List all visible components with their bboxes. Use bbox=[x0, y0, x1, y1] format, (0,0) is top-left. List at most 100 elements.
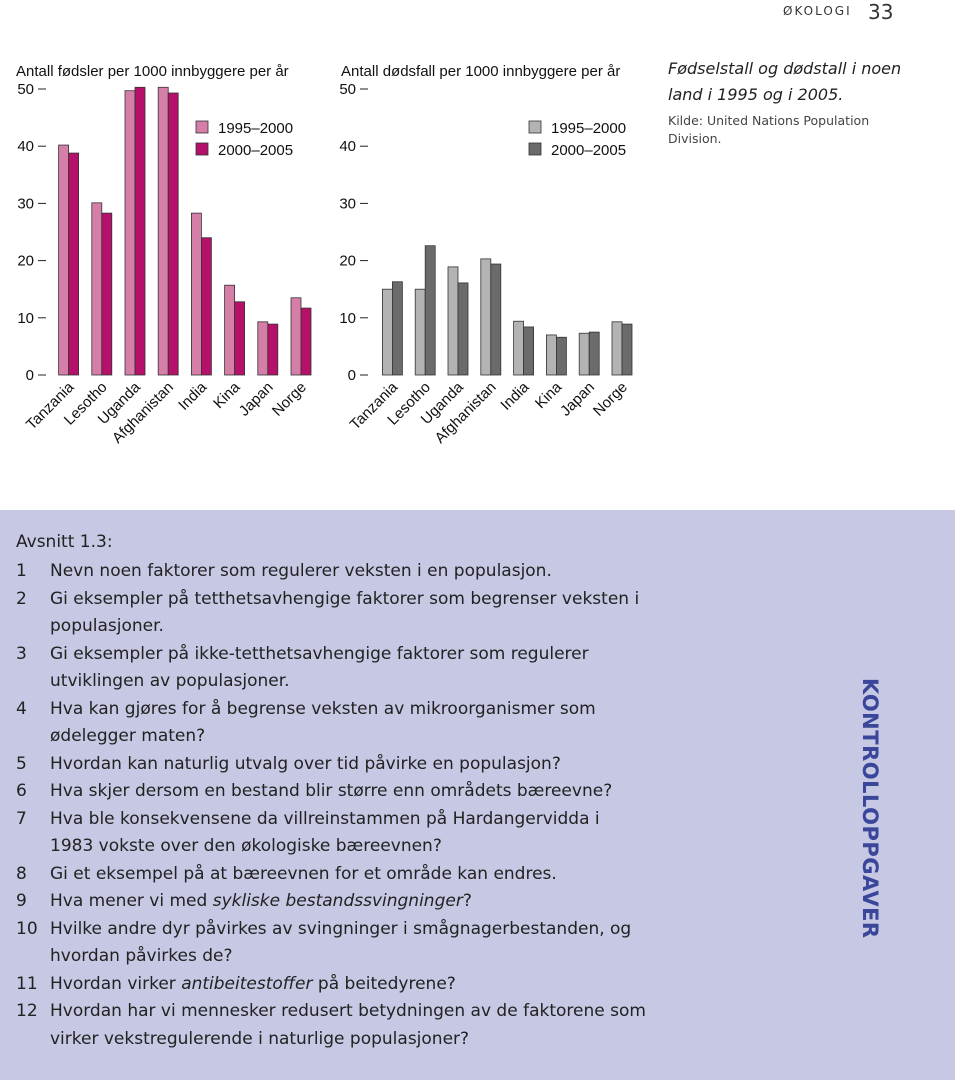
y-tick-label: 30 bbox=[339, 195, 356, 212]
bar bbox=[58, 144, 69, 376]
question-part: antibeitestoffer bbox=[181, 973, 313, 994]
side-label: KONTROLLOPPGAVER bbox=[858, 678, 882, 939]
bar bbox=[611, 321, 623, 376]
legend-swatch bbox=[195, 142, 209, 156]
question-part: Gi et eksempel på at bæreevnen for et om… bbox=[50, 863, 557, 884]
bar bbox=[290, 297, 302, 376]
legend-swatch bbox=[528, 120, 542, 134]
y-tick-label: 50 bbox=[339, 81, 356, 98]
question: 4 Hva kan gjøres for å begrense veksten a… bbox=[16, 696, 646, 751]
question-part: Hva ble konsekvensene da villreinstammen… bbox=[50, 808, 600, 857]
y-tick-label: 20 bbox=[17, 253, 34, 270]
x-tick-label: Japan bbox=[236, 379, 277, 420]
x-tick-label: India bbox=[175, 378, 210, 413]
question-number: 7 bbox=[16, 808, 27, 829]
question-number: 6 bbox=[16, 781, 27, 801]
legend-label: 2000–2005 bbox=[218, 142, 293, 159]
bar bbox=[556, 336, 567, 376]
y-tick-label: 0 bbox=[26, 367, 34, 384]
question-number: 2 bbox=[16, 588, 27, 609]
question-number: 4 bbox=[16, 698, 27, 719]
bar bbox=[621, 323, 633, 376]
question-text: Gi eksempler på tetthetsavhengige faktor… bbox=[50, 586, 646, 641]
question: 8 Gi et eksempel på at bæreevnen for et o… bbox=[16, 861, 646, 889]
question: 7 Hva ble konsekvensene da villreinstamme… bbox=[16, 806, 646, 861]
bar bbox=[234, 301, 246, 376]
question-part: Hvilke andre dyr påvirkes av svingninger… bbox=[50, 918, 632, 967]
page-number: 33 bbox=[868, 0, 894, 24]
charts: Antall fødsler per 1000 innbyggere per å… bbox=[16, 63, 633, 447]
bar bbox=[167, 92, 179, 376]
question-number: 3 bbox=[16, 643, 27, 664]
bar bbox=[91, 202, 103, 376]
bar bbox=[134, 86, 146, 376]
bar bbox=[480, 258, 492, 376]
chart-title: Antall dødsfall per 1000 innbyggere per … bbox=[341, 63, 620, 80]
question-part: Hvordan har vi mennesker redusert betydn… bbox=[50, 1001, 646, 1049]
bar bbox=[447, 266, 459, 376]
y-tick-label: 40 bbox=[17, 138, 34, 155]
bar bbox=[546, 334, 557, 376]
legend-swatch bbox=[528, 142, 542, 156]
heading: Avsnitt 1.3: bbox=[16, 532, 113, 552]
question: 3 Gi eksempler på ikke-tetthetsavhengige … bbox=[16, 641, 646, 696]
question-part: Hvordan kan naturlig utvalg over tid påv… bbox=[50, 753, 561, 774]
x-tick-label: Japan bbox=[557, 379, 598, 420]
chart-title: Antall fødsler per 1000 innbyggere per å… bbox=[16, 63, 289, 80]
question-number: 1 bbox=[16, 561, 27, 581]
question-part: på beitedyrene? bbox=[312, 973, 456, 994]
legend-label: 2000–2005 bbox=[551, 142, 626, 159]
y-tick-label: 10 bbox=[339, 310, 356, 327]
bar bbox=[68, 152, 79, 376]
question: 5 Hvordan kan naturlig utvalg over tid på… bbox=[16, 751, 646, 779]
question: 11 Hvordan virker antibeitestoffer på bei… bbox=[16, 971, 646, 999]
question-part: Nevn noen faktorer som regulerer veksten… bbox=[50, 561, 552, 581]
x-tick-label: Norge bbox=[590, 379, 631, 420]
caption-source: Kilde: United Nations Population Divisio… bbox=[668, 113, 870, 146]
question-part: Gi eksempler på tetthetsavhengige faktor… bbox=[50, 588, 640, 637]
questions: 1 Nevn noen faktorer som regulerer vekste… bbox=[16, 558, 646, 1053]
bar bbox=[578, 332, 590, 376]
question-text: Hvilke andre dyr påvirkes av svingninger… bbox=[50, 916, 646, 971]
bar bbox=[224, 284, 236, 376]
bar bbox=[300, 307, 312, 376]
x-tick-label: India bbox=[497, 378, 532, 413]
question-part: Hva mener vi med bbox=[50, 891, 213, 911]
caption-title: Fødselstall og dødstall i noen land i 19… bbox=[668, 59, 902, 104]
question: 6 Hva skjer dersom en bestand blir større… bbox=[16, 778, 646, 806]
question: 12 Hvordan har vi mennesker redusert bety… bbox=[16, 998, 646, 1053]
question-number: 9 bbox=[16, 891, 27, 911]
question-text: Hvordan virker antibeitestoffer på beite… bbox=[50, 971, 456, 999]
question-text: Gi eksempler på ikke-tetthetsavhengige f… bbox=[50, 641, 646, 696]
bar bbox=[414, 288, 426, 376]
question-number: 12 bbox=[16, 1001, 38, 1021]
bar bbox=[424, 245, 436, 376]
bar bbox=[490, 263, 502, 376]
y-tick-label: 40 bbox=[339, 138, 356, 155]
question: 1 Nevn noen faktorer som regulerer vekste… bbox=[16, 558, 646, 586]
legend-swatch bbox=[195, 120, 209, 134]
x-tick-label: Norge bbox=[269, 379, 310, 420]
question-text: Hva skjer dersom en bestand blir større … bbox=[50, 778, 612, 806]
legend-label: 1995–2000 bbox=[218, 120, 293, 137]
question-part: Hvordan virker bbox=[50, 973, 182, 994]
bar bbox=[200, 237, 212, 376]
bar bbox=[457, 282, 469, 376]
bar bbox=[190, 212, 202, 376]
y-tick-label: 30 bbox=[17, 195, 34, 212]
exercise-box: Avsnitt 1.3: 1 Nevn noen faktorer som reg… bbox=[0, 510, 955, 1080]
question-part: Hva skjer dersom en bestand blir større … bbox=[50, 781, 613, 801]
question-text: Hvordan har vi mennesker redusert betydn… bbox=[50, 998, 646, 1053]
bar bbox=[513, 320, 524, 376]
bar bbox=[157, 86, 169, 376]
question-number: 11 bbox=[16, 973, 38, 994]
question-number: 5 bbox=[16, 753, 27, 774]
caption: Fødselstall og dødstall i noen land i 19… bbox=[668, 56, 908, 148]
bar bbox=[124, 90, 136, 376]
bar bbox=[523, 326, 534, 376]
question: 10 Hvilke andre dyr påvirkes av svingning… bbox=[16, 916, 646, 971]
question-text: Hva mener vi med sykliske bestandssvingn… bbox=[50, 888, 472, 916]
bar bbox=[588, 331, 600, 376]
question-text: Hva kan gjøres for å begrense veksten av… bbox=[50, 696, 646, 751]
